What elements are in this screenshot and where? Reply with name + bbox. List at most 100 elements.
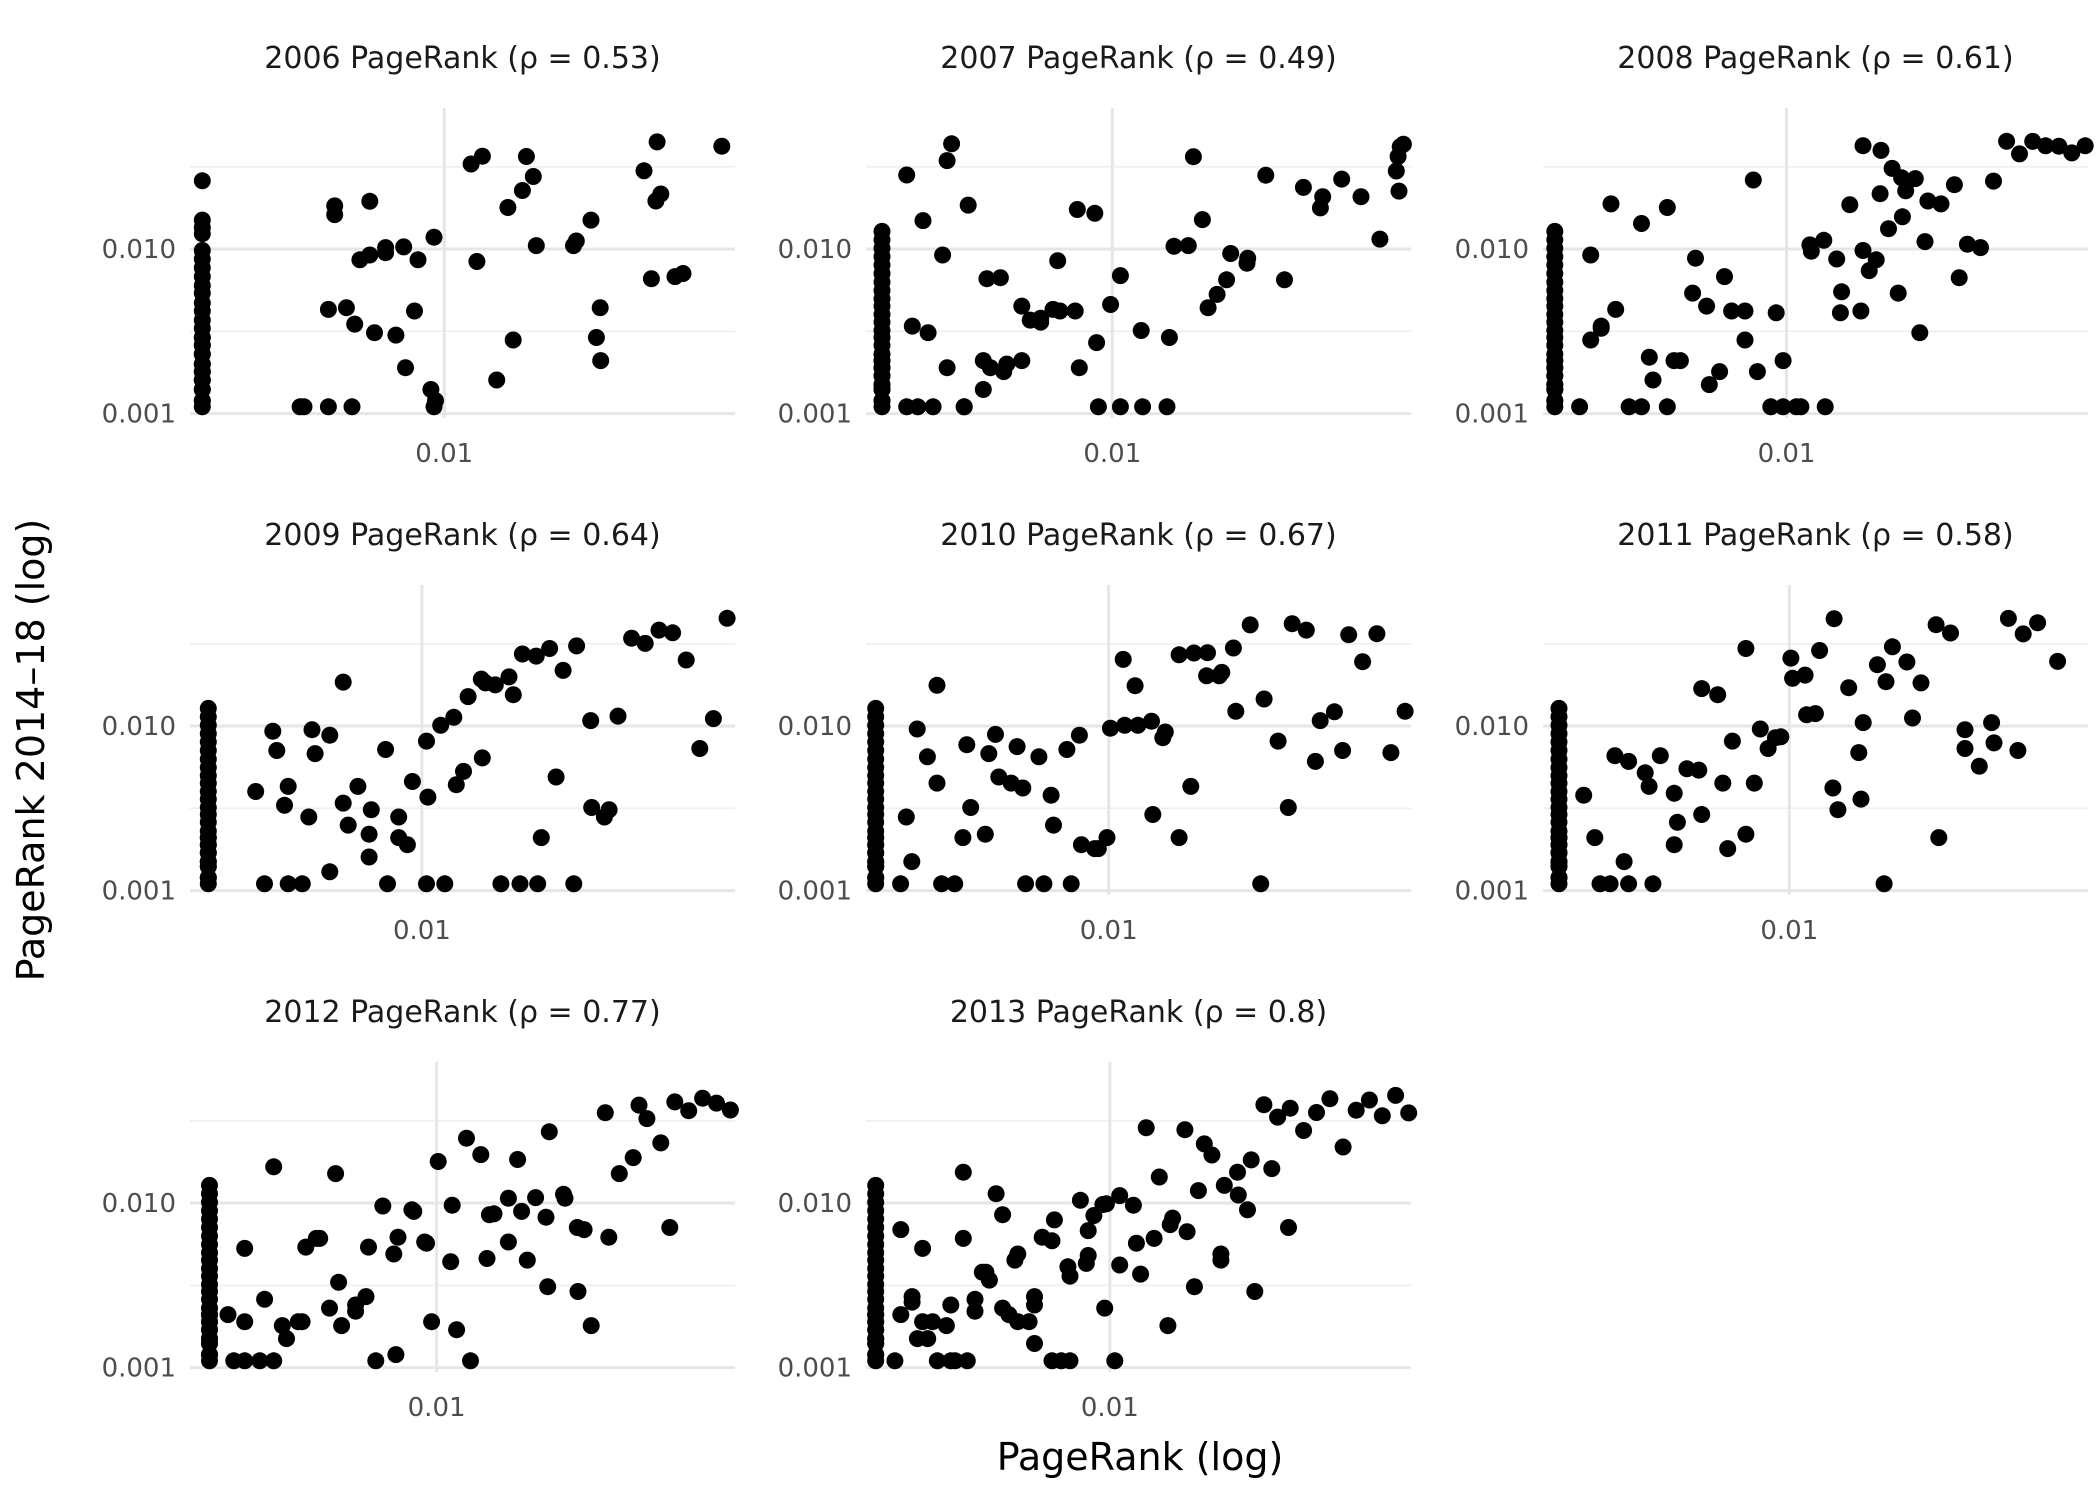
data-point: [1998, 132, 2016, 150]
data-point: [1693, 806, 1711, 823]
data-point: [664, 624, 682, 642]
data-point: [1102, 296, 1120, 313]
data-point: [1751, 720, 1769, 738]
data-point: [1026, 1296, 1043, 1314]
data-point: [674, 265, 692, 282]
data-point: [1571, 398, 1589, 416]
data-point: [1833, 283, 1851, 301]
data-point: [1930, 829, 1948, 847]
data-point: [397, 359, 414, 377]
data-point: [1815, 231, 1833, 249]
data-point: [511, 875, 529, 893]
data-point: [1620, 398, 1638, 416]
data-point: [1871, 185, 1889, 203]
data-point: [624, 1149, 642, 1167]
data-point: [1620, 752, 1638, 770]
data-point: [1030, 748, 1048, 766]
x-tick-label: 0.01: [1758, 439, 1816, 469]
data-point: [1044, 300, 1062, 318]
data-point: [1132, 1265, 1150, 1283]
data-point: [587, 329, 605, 346]
data-point: [974, 352, 992, 370]
points: [193, 133, 731, 416]
data-point: [958, 1352, 976, 1370]
data-point: [998, 355, 1016, 373]
data-point: [610, 1165, 628, 1183]
data-point: [1824, 779, 1842, 797]
data-point: [379, 875, 396, 893]
data-point: [1126, 677, 1144, 695]
data-point: [247, 783, 265, 800]
data-point: [1114, 650, 1132, 668]
data-point: [333, 1317, 351, 1335]
data-point: [1210, 667, 1228, 685]
data-point: [1620, 875, 1638, 893]
data-point: [721, 1101, 739, 1119]
data-point: [1222, 245, 1240, 262]
data-point: [473, 749, 491, 767]
data-point: [1860, 262, 1878, 280]
data-point: [427, 392, 444, 410]
data-point: [1719, 840, 1737, 858]
data-point: [327, 1165, 345, 1183]
data-point: [987, 1185, 1005, 1203]
data-point: [1396, 702, 1414, 720]
data-point: [513, 182, 531, 199]
data-point: [1079, 1222, 1097, 1240]
data-point: [1897, 182, 1915, 200]
points: [867, 615, 1414, 893]
data-point: [1070, 359, 1088, 377]
data-point: [504, 331, 522, 349]
data-point: [1904, 709, 1921, 727]
data-point: [527, 647, 545, 665]
data-point: [499, 199, 517, 216]
data-point: [1582, 331, 1600, 349]
data-point: [1737, 825, 1755, 843]
data-point: [1161, 1216, 1179, 1234]
data-point: [1601, 875, 1619, 893]
data-point: [265, 1352, 283, 1370]
data-point: [1693, 680, 1711, 698]
x-axis-label: PageRank (log): [997, 1435, 1284, 1479]
data-point: [1089, 398, 1107, 416]
data-point: [492, 875, 510, 893]
data-point: [966, 1302, 984, 1320]
data-point: [349, 777, 367, 795]
data-point: [1985, 734, 2003, 752]
data-point: [447, 776, 465, 794]
data-point: [1086, 204, 1104, 222]
data-point: [873, 352, 891, 370]
data-point: [914, 212, 932, 230]
data-point: [1101, 719, 1119, 737]
data-point: [914, 1313, 932, 1331]
data-point: [524, 168, 542, 185]
data-point: [425, 228, 443, 246]
points: [1550, 609, 2067, 893]
data-point: [2011, 145, 2028, 163]
data-point: [321, 1299, 338, 1317]
data-point: [938, 359, 956, 377]
data-point: [568, 637, 586, 655]
data-point: [1828, 250, 1846, 268]
data-point: [933, 875, 951, 893]
data-point: [1829, 801, 1847, 819]
data-point: [903, 317, 921, 335]
data-point: [1281, 1099, 1299, 1117]
data-point: [366, 324, 383, 342]
data-point: [459, 688, 477, 706]
data-point: [1684, 284, 1702, 302]
data-point: [1607, 300, 1625, 318]
data-point: [596, 1104, 614, 1122]
data-point: [2063, 144, 2081, 162]
data-point: [1143, 712, 1160, 730]
data-point: [1665, 836, 1683, 854]
data-point: [918, 748, 936, 766]
data-point: [609, 707, 627, 725]
data-point: [938, 152, 956, 170]
panel-5: 0.001 0.010 0.01 2010 PageRank (ρ = 0.67): [778, 518, 1414, 946]
data-point: [1255, 690, 1273, 708]
data-point: [1132, 322, 1150, 339]
data-point: [1227, 702, 1245, 720]
y-tick-label: 0.010: [102, 235, 176, 265]
data-point: [1334, 742, 1352, 759]
